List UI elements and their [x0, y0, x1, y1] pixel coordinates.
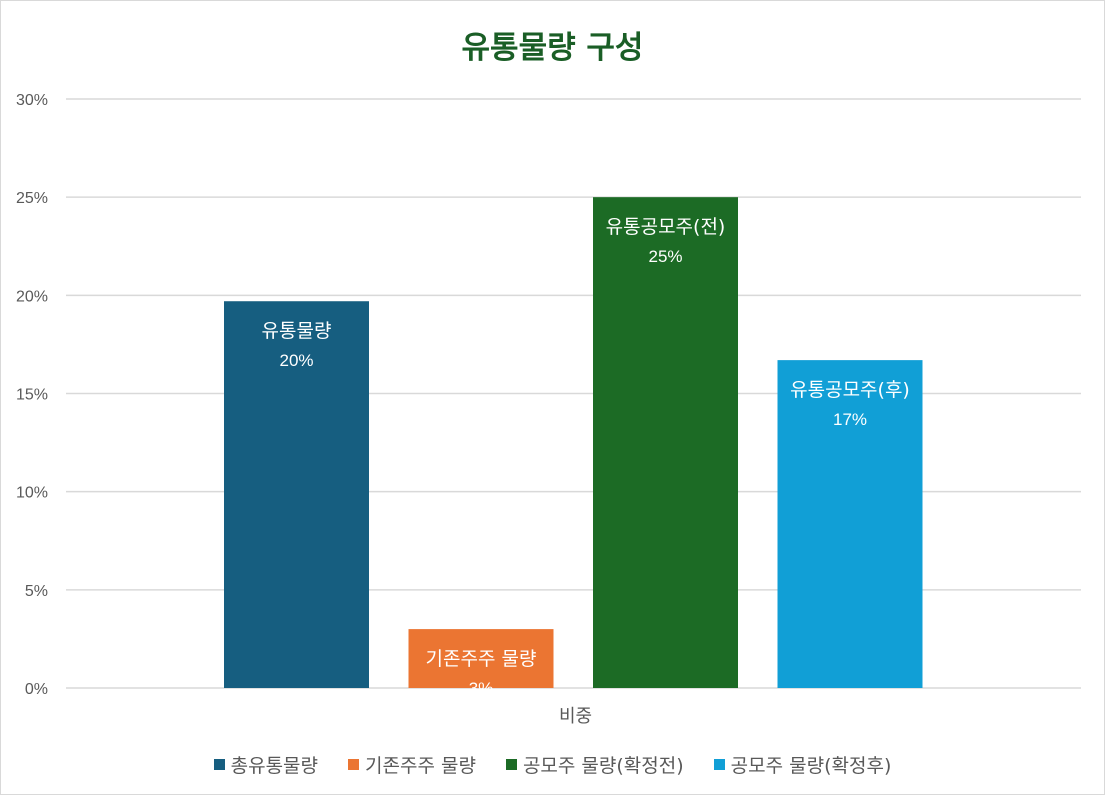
y-tick-label: 10% — [16, 485, 48, 502]
bar — [593, 197, 738, 688]
legend-label: 공모주 물량(확정후) — [730, 755, 892, 777]
bar — [408, 629, 554, 688]
bar — [777, 360, 923, 688]
legend-item-total: 총유통물량 — [213, 751, 319, 778]
legend-label: 총유통물량 — [230, 755, 319, 777]
bar — [224, 301, 369, 688]
x-category-label: 비중 — [559, 706, 592, 727]
data-label-value: 20% — [279, 351, 313, 370]
data-label-name: 유통물량 — [262, 320, 332, 342]
y-tick-label: 20% — [16, 288, 48, 305]
data-label-value: 3% — [469, 679, 494, 698]
legend-label: 공모주 물량(확정전) — [522, 755, 684, 777]
y-tick-label: 5% — [25, 583, 48, 600]
legend-item-existing: 기존주주 물량 — [348, 751, 476, 778]
legend-label: 기존주주 물량 — [365, 755, 476, 777]
y-tick-label: 0% — [25, 681, 48, 698]
data-label-value: 25% — [648, 247, 682, 266]
legend-item-ipo-after: 공모주 물량(확정후) — [713, 751, 892, 778]
legend-swatch — [348, 759, 360, 770]
chart-legend: 총유통물량 기존주주 물량 공모주 물량(확정전) 공모주 물량(확정후) — [0, 751, 1105, 778]
y-tick-label: 15% — [16, 387, 48, 404]
data-label-name: 유통공모주(전) — [606, 216, 726, 238]
legend-swatch — [213, 759, 225, 770]
data-label-value: 17% — [833, 410, 867, 429]
y-tick-label: 25% — [16, 190, 48, 207]
y-tick-label: 30% — [16, 92, 48, 109]
legend-swatch — [713, 759, 725, 770]
legend-item-ipo-before: 공모주 물량(확정전) — [505, 751, 684, 778]
chart-title: 유통물량 구성 — [461, 30, 644, 66]
data-label-name: 유통공모주(후) — [790, 379, 910, 401]
data-label-name: 기존주주 물량 — [426, 648, 537, 670]
legend-swatch — [505, 759, 517, 770]
